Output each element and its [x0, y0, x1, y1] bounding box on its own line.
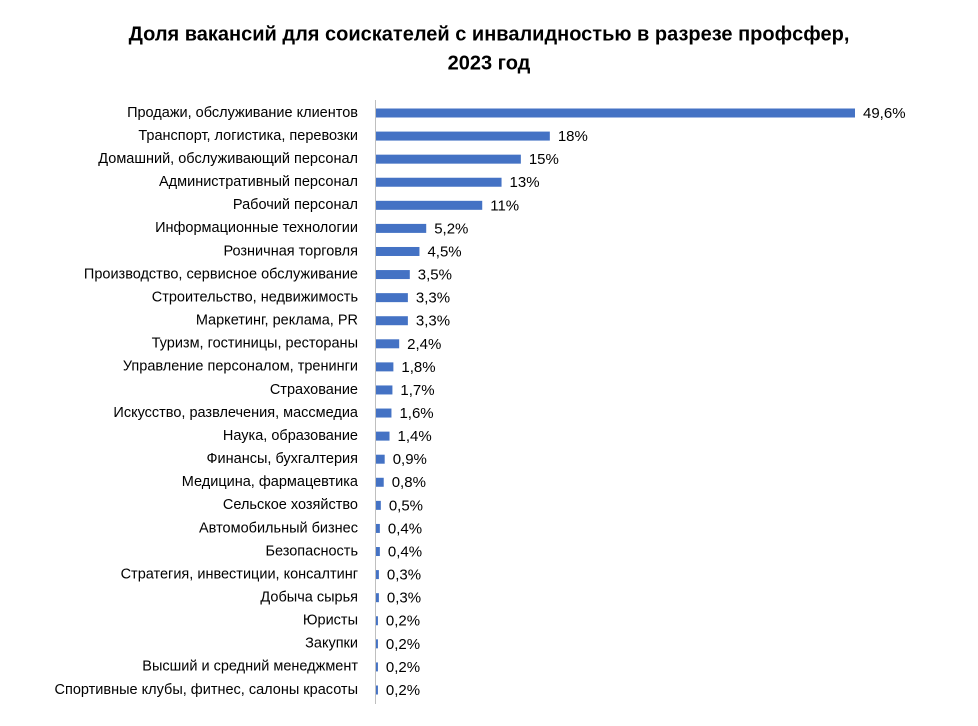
bar — [376, 431, 390, 441]
y-tick-label: Туризм, гостиницы, рестораны — [152, 336, 358, 352]
y-tick-label: Стратегия, инвестиции, консалтинг — [121, 566, 358, 582]
y-tick-label: Продажи, обслуживание клиентов — [127, 105, 358, 121]
value-label: 0,3% — [387, 567, 421, 584]
value-label: 0,4% — [388, 543, 422, 560]
y-tick-label: Страхование — [270, 382, 358, 398]
bar — [376, 570, 379, 580]
value-label: 1,6% — [399, 405, 433, 422]
value-label: 0,8% — [392, 474, 426, 491]
y-tick-label: Автомобильный бизнес — [199, 520, 358, 536]
y-tick-label: Управление персоналом, тренинги — [123, 359, 358, 375]
value-label: 3,5% — [418, 267, 452, 284]
value-label: 0,5% — [389, 497, 423, 514]
bar — [376, 500, 381, 510]
value-label: 1,8% — [401, 359, 435, 376]
value-label: 4,5% — [427, 243, 461, 260]
value-label: 11% — [490, 197, 519, 214]
bar — [376, 616, 378, 626]
y-tick-label: Искусство, развлечения, массмедиа — [113, 405, 359, 421]
y-tick-label: Информационные технологии — [155, 220, 358, 236]
value-label: 0,2% — [386, 682, 420, 699]
bar — [376, 408, 392, 418]
bar — [376, 523, 380, 533]
bar — [376, 685, 378, 695]
value-label: 0,3% — [387, 590, 421, 607]
value-label: 0,9% — [393, 451, 427, 468]
bar — [376, 477, 384, 487]
chart-title: Доля вакансий для соискателей с инвалидн… — [129, 23, 850, 45]
y-tick-label: Закупки — [305, 636, 358, 652]
bar — [376, 154, 521, 164]
bar — [376, 547, 380, 557]
value-label: 49,6% — [863, 105, 906, 122]
bar — [376, 339, 400, 349]
y-tick-label: Наука, образование — [223, 428, 358, 444]
bar — [376, 385, 393, 395]
y-tick-label: Юристы — [303, 613, 358, 629]
y-tick-label: Производство, сервисное обслуживание — [84, 266, 358, 282]
bar — [376, 270, 410, 280]
value-label: 15% — [529, 151, 559, 168]
value-label: 3,3% — [416, 290, 450, 307]
bar — [376, 593, 379, 603]
value-label: 0,2% — [386, 636, 420, 653]
y-tick-label: Строительство, недвижимость — [152, 289, 358, 305]
value-label: 3,3% — [416, 313, 450, 330]
bar — [376, 131, 550, 141]
value-label: 1,4% — [398, 428, 432, 445]
y-tick-label: Сельское хозяйство — [223, 497, 358, 513]
bar — [376, 200, 483, 210]
value-label: 0,2% — [386, 613, 420, 630]
bar — [376, 662, 378, 672]
value-label: 1,7% — [400, 382, 434, 399]
value-label: 2,4% — [407, 336, 441, 353]
bar — [376, 108, 855, 118]
bar — [376, 246, 420, 256]
bar — [376, 362, 394, 372]
y-tick-label: Финансы, бухгалтерия — [207, 451, 358, 467]
y-tick-label: Медицина, фармацевтика — [182, 474, 359, 490]
value-label: 0,4% — [388, 520, 422, 537]
bar — [376, 316, 408, 326]
bar — [376, 223, 427, 233]
value-label: 13% — [510, 174, 540, 191]
y-tick-label: Административный персонал — [159, 174, 358, 190]
bar — [376, 177, 502, 187]
chart-title: 2023 год — [448, 52, 531, 74]
y-tick-label: Спортивные клубы, фитнес, салоны красоты — [55, 682, 358, 698]
value-label: 18% — [558, 128, 588, 145]
bar — [376, 639, 378, 649]
y-tick-label: Безопасность — [266, 543, 359, 559]
value-label: 0,2% — [386, 659, 420, 676]
y-tick-label: Розничная торговля — [223, 243, 358, 259]
y-tick-label: Добыча сырья — [260, 590, 358, 606]
value-label: 5,2% — [434, 220, 468, 237]
y-tick-label: Рабочий персонал — [233, 197, 358, 213]
y-tick-label: Транспорт, логистика, перевозки — [138, 128, 358, 144]
bar — [376, 454, 385, 464]
y-tick-label: Высший и средний менеджмент — [142, 659, 358, 675]
y-tick-label: Домашний, обслуживающий персонал — [98, 151, 358, 167]
y-tick-label: Маркетинг, реклама, PR — [196, 313, 358, 329]
bar — [376, 293, 408, 303]
